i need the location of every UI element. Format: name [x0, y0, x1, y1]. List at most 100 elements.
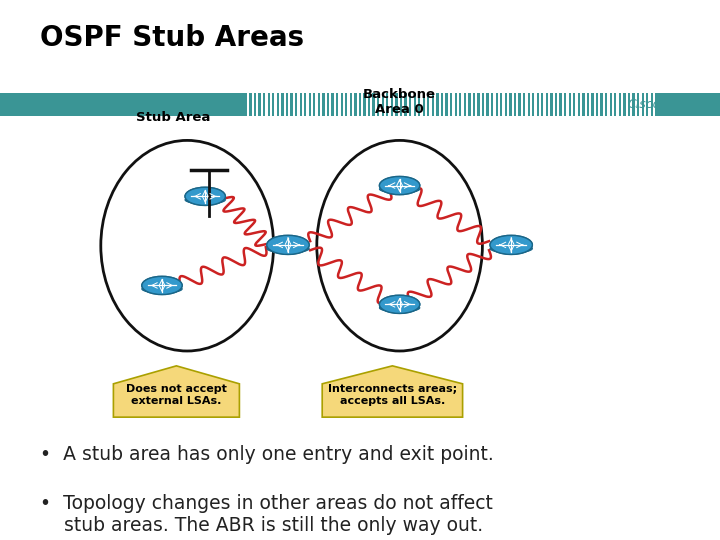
Bar: [518, 93, 521, 116]
Bar: [282, 93, 284, 116]
Bar: [268, 93, 270, 116]
Bar: [263, 93, 265, 116]
Polygon shape: [323, 366, 463, 417]
Text: Backbone
Area 0: Backbone Area 0: [363, 88, 436, 116]
Text: Interconnects areas;
accepts all LSAs.: Interconnects areas; accepts all LSAs.: [328, 384, 457, 406]
Bar: [377, 93, 379, 116]
Ellipse shape: [490, 244, 532, 253]
Ellipse shape: [267, 244, 309, 253]
Bar: [304, 93, 306, 116]
Bar: [409, 93, 411, 116]
Bar: [323, 93, 325, 116]
Bar: [628, 93, 630, 116]
Bar: [341, 93, 343, 116]
Bar: [318, 93, 320, 116]
Polygon shape: [379, 186, 420, 188]
Bar: [600, 93, 603, 116]
Bar: [391, 93, 393, 116]
Bar: [382, 93, 384, 116]
Polygon shape: [490, 245, 532, 248]
Ellipse shape: [379, 303, 420, 312]
Bar: [610, 93, 612, 116]
Bar: [523, 93, 526, 116]
Bar: [276, 93, 279, 116]
Bar: [454, 93, 457, 116]
Text: •  A stub area has only one entry and exit point.: • A stub area has only one entry and exi…: [40, 446, 493, 464]
Bar: [500, 93, 503, 116]
Bar: [577, 93, 580, 116]
Bar: [258, 93, 261, 116]
Bar: [364, 93, 366, 116]
Bar: [587, 93, 589, 116]
Bar: [272, 93, 274, 116]
Ellipse shape: [185, 187, 225, 205]
Bar: [418, 93, 420, 116]
Ellipse shape: [101, 140, 274, 351]
Bar: [582, 93, 585, 116]
Ellipse shape: [490, 235, 532, 254]
Bar: [632, 93, 635, 116]
Ellipse shape: [379, 295, 420, 313]
Bar: [405, 93, 407, 116]
Bar: [432, 93, 434, 116]
Bar: [400, 93, 402, 116]
Polygon shape: [142, 286, 182, 288]
Bar: [473, 93, 475, 116]
Bar: [254, 93, 256, 116]
Ellipse shape: [379, 177, 420, 194]
Bar: [614, 93, 616, 116]
Bar: [423, 93, 425, 116]
Bar: [245, 93, 247, 116]
Polygon shape: [114, 366, 239, 417]
Bar: [536, 93, 539, 116]
Ellipse shape: [379, 185, 420, 193]
Bar: [487, 93, 489, 116]
Bar: [327, 93, 329, 116]
Bar: [509, 93, 511, 116]
Bar: [505, 93, 507, 116]
Bar: [482, 93, 484, 116]
Bar: [596, 93, 598, 116]
Ellipse shape: [185, 187, 225, 205]
Bar: [532, 93, 534, 116]
Ellipse shape: [142, 276, 182, 294]
Bar: [618, 93, 621, 116]
Ellipse shape: [317, 140, 482, 351]
Bar: [413, 93, 416, 116]
Bar: [495, 93, 498, 116]
Text: Stub Area: Stub Area: [135, 111, 210, 124]
Bar: [336, 93, 338, 116]
Bar: [655, 93, 720, 116]
Bar: [464, 93, 466, 116]
Ellipse shape: [267, 235, 309, 254]
Bar: [295, 93, 297, 116]
Bar: [313, 93, 315, 116]
Text: OSPF Stub Areas: OSPF Stub Areas: [40, 24, 304, 52]
Polygon shape: [267, 245, 309, 248]
Bar: [491, 93, 493, 116]
Text: Does not accept
external LSAs.: Does not accept external LSAs.: [126, 384, 227, 406]
Bar: [350, 93, 352, 116]
Bar: [249, 93, 252, 116]
Bar: [646, 93, 649, 116]
Bar: [555, 93, 557, 116]
Bar: [309, 93, 311, 116]
Bar: [605, 93, 608, 116]
Ellipse shape: [267, 235, 309, 254]
Ellipse shape: [142, 276, 182, 294]
Bar: [637, 93, 639, 116]
Bar: [286, 93, 288, 116]
Polygon shape: [379, 305, 420, 307]
Polygon shape: [185, 197, 225, 199]
Bar: [651, 93, 653, 116]
Bar: [427, 93, 429, 116]
Bar: [354, 93, 356, 116]
Bar: [528, 93, 530, 116]
Bar: [345, 93, 348, 116]
Bar: [290, 93, 292, 116]
Bar: [441, 93, 444, 116]
Bar: [642, 93, 644, 116]
Bar: [559, 93, 562, 116]
Bar: [359, 93, 361, 116]
Ellipse shape: [379, 177, 420, 194]
